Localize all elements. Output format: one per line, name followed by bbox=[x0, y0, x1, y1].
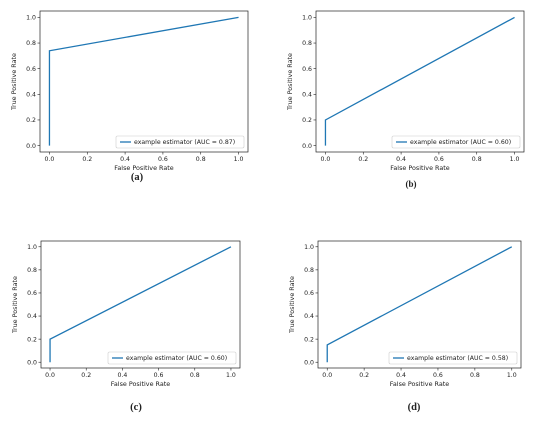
x-tick-label: 0.8 bbox=[470, 372, 480, 379]
y-axis-title: True Positive Rate bbox=[288, 276, 296, 334]
x-tick-label: 1.0 bbox=[234, 156, 244, 163]
y-tick-label: 0.0 bbox=[302, 143, 312, 150]
panel-caption-a: (a) bbox=[130, 172, 144, 183]
x-tick-label: 0.4 bbox=[120, 156, 130, 163]
x-tick-label: 0.4 bbox=[117, 372, 127, 379]
x-tick-label: 0.8 bbox=[190, 372, 200, 379]
x-tick-label: 0.6 bbox=[434, 156, 444, 163]
y-tick-label: 0.8 bbox=[27, 267, 37, 274]
y-tick-label: 1.0 bbox=[302, 15, 312, 22]
chart-panel-a: 0.0 0.2 0.4 0.6 0.8 1.0 0.0 0.2 0.4 0.6 0.8 1.0 Fals… bbox=[0, 0, 270, 175]
panel-caption-c: (c) bbox=[130, 402, 142, 413]
roc-chart-c: 0.0 0.2 0.4 0.6 0.8 1.0 0.0 0.2 0.4 0.6 0.8 1.0 Fals… bbox=[11, 240, 241, 388]
roc-curve bbox=[326, 246, 513, 363]
roc-curve bbox=[48, 16, 239, 146]
x-tick-label: 1.0 bbox=[510, 156, 520, 163]
x-tick-label: 0.8 bbox=[472, 156, 482, 163]
y-tick-label: 0.2 bbox=[302, 117, 312, 124]
y-tick-label: 0.6 bbox=[27, 290, 37, 297]
chart-panel-b: 0.0 0.2 0.4 0.6 0.8 1.0 0.0 0.2 0.4 0.6 0.8 1.0 Fals… bbox=[280, 0, 550, 175]
plot-frame bbox=[317, 240, 522, 369]
x-axis-title: False Positive Rate bbox=[390, 380, 449, 388]
y-axis-title: True Positive Rate bbox=[11, 276, 19, 334]
y-tick-label: 0.8 bbox=[304, 267, 314, 274]
x-tick-label: 0.4 bbox=[396, 372, 406, 379]
y-tick-label: 0.8 bbox=[26, 40, 36, 47]
y-tick-label: 1.0 bbox=[26, 15, 36, 22]
roc-curve bbox=[324, 16, 515, 146]
roc-chart-b: 0.0 0.2 0.4 0.6 0.8 1.0 0.0 0.2 0.4 0.6 0.8 1.0 Fals… bbox=[286, 10, 525, 172]
x-tick-label: 0.2 bbox=[81, 372, 91, 379]
y-tick-label: 0.2 bbox=[26, 117, 36, 124]
legend-box bbox=[107, 351, 237, 365]
y-tick-label: 0.2 bbox=[304, 336, 314, 343]
y-tick-label: 0.4 bbox=[26, 92, 36, 99]
x-tick-label: 0.6 bbox=[154, 372, 164, 379]
y-tick-label: 0.4 bbox=[304, 313, 314, 320]
x-tick-label: 0.4 bbox=[396, 156, 406, 163]
legend-label: example estimator (AUC = 0.60) bbox=[410, 139, 511, 146]
x-tick-label: 0.2 bbox=[359, 372, 369, 379]
x-tick-label: 0.6 bbox=[433, 372, 443, 379]
x-tick-label: 0.8 bbox=[196, 156, 206, 163]
y-tick-label: 0.0 bbox=[26, 143, 36, 150]
x-axis-title: False Positive Rate bbox=[114, 164, 173, 172]
plot-frame bbox=[40, 240, 241, 369]
legend-box bbox=[391, 135, 521, 149]
x-tick-label: 1.0 bbox=[507, 372, 517, 379]
roc-chart-d: 0.0 0.2 0.4 0.6 0.8 1.0 0.0 0.2 0.4 0.6 0.8 1.0 Fals… bbox=[288, 240, 522, 388]
x-axis-title: False Positive Rate bbox=[111, 380, 170, 388]
chart-panel-d: 0.0 0.2 0.4 0.6 0.8 1.0 0.0 0.2 0.4 0.6 0.8 1.0 Fals… bbox=[278, 228, 548, 388]
panel-caption-d: (d) bbox=[407, 402, 421, 413]
x-tick-label: 0.2 bbox=[358, 156, 368, 163]
y-tick-label: 0.6 bbox=[302, 66, 312, 73]
y-axis-title: True Positive Rate bbox=[10, 53, 18, 111]
y-axis-title: True Positive Rate bbox=[286, 53, 294, 111]
y-tick-label: 1.0 bbox=[27, 244, 37, 251]
y-tick-label: 0.4 bbox=[302, 92, 312, 99]
y-tick-label: 0.2 bbox=[27, 336, 37, 343]
legend-box bbox=[388, 351, 518, 365]
y-tick-label: 0.6 bbox=[26, 66, 36, 73]
legend-label: example estimator (AUC = 0.87) bbox=[134, 139, 235, 146]
plot-frame bbox=[39, 10, 249, 153]
roc-chart-a: 0.0 0.2 0.4 0.6 0.8 1.0 0.0 0.2 0.4 0.6 0.8 1.0 Fals… bbox=[10, 10, 249, 172]
legend-box bbox=[115, 135, 245, 149]
x-tick-label: 1.0 bbox=[226, 372, 236, 379]
x-tick-label: 0.0 bbox=[321, 156, 331, 163]
legend-label: example estimator (AUC = 0.60) bbox=[126, 355, 227, 362]
y-tick-label: 0.4 bbox=[27, 313, 37, 320]
x-tick-label: 0.2 bbox=[82, 156, 92, 163]
y-tick-label: 0.0 bbox=[304, 359, 314, 366]
y-tick-label: 1.0 bbox=[304, 244, 314, 251]
y-tick-label: 0.6 bbox=[304, 290, 314, 297]
x-axis-title: False Positive Rate bbox=[390, 164, 449, 172]
x-tick-label: 0.0 bbox=[45, 156, 55, 163]
x-tick-label: 0.0 bbox=[322, 372, 332, 379]
y-tick-label: 0.0 bbox=[27, 359, 37, 366]
x-tick-label: 0.6 bbox=[158, 156, 168, 163]
chart-panel-c: 0.0 0.2 0.4 0.6 0.8 1.0 0.0 0.2 0.4 0.6 0.8 1.0 Fals… bbox=[0, 228, 270, 388]
panel-caption-b: (b) bbox=[405, 179, 417, 189]
x-tick-label: 0.0 bbox=[45, 372, 55, 379]
plot-frame bbox=[315, 10, 525, 153]
legend-label: example estimator (AUC = 0.58) bbox=[407, 355, 508, 362]
y-tick-label: 0.8 bbox=[302, 40, 312, 47]
roc-curve bbox=[49, 246, 232, 363]
